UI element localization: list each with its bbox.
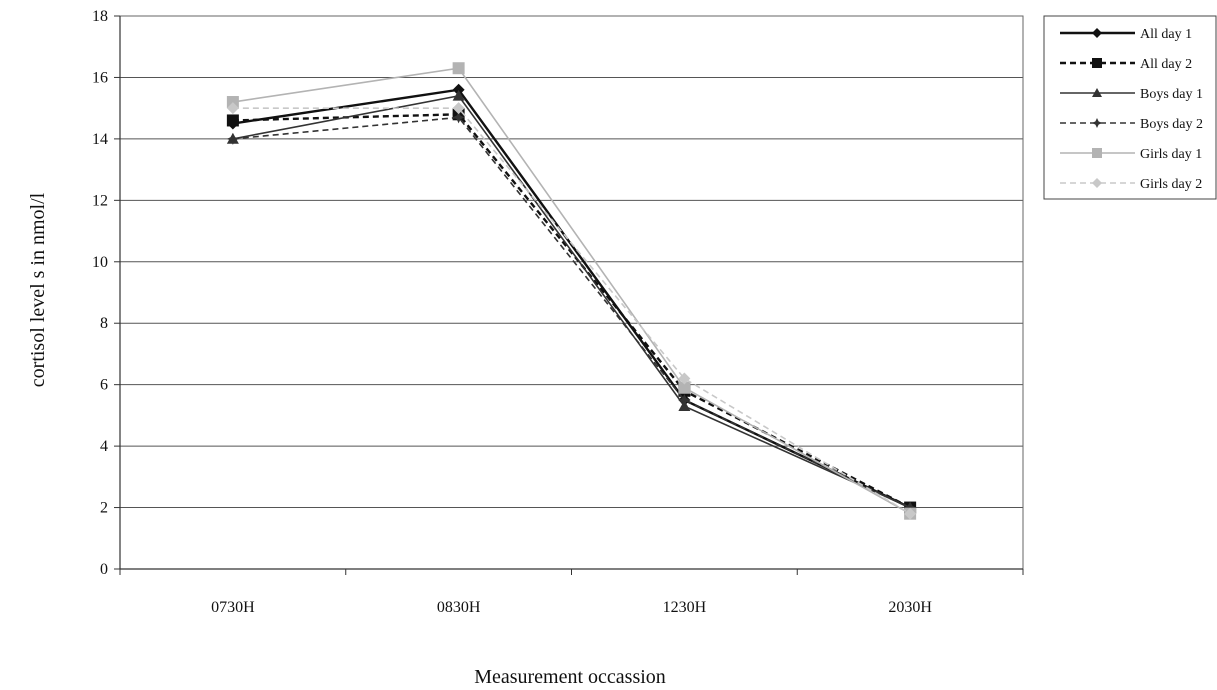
legend-item: All day 1 (1060, 27, 1192, 42)
y-tick-label: 18 (92, 8, 108, 25)
data-point (678, 394, 691, 406)
legend-label: Boys day 1 (1140, 87, 1203, 102)
series-line (232, 88, 911, 509)
y-tick-label: 8 (100, 315, 108, 332)
legend-marker (1092, 58, 1102, 68)
data-point (452, 62, 465, 75)
legend-label: All day 2 (1140, 57, 1192, 72)
legend-box (1043, 15, 1217, 200)
data-point (678, 381, 691, 394)
legend-item: All day 2 (1060, 57, 1192, 72)
series-lines (226, 62, 917, 520)
legend-marker (1092, 28, 1102, 38)
legend-item: Boys day 1 (1060, 87, 1203, 102)
data-point (452, 102, 465, 115)
legend-label: Boys day 2 (1140, 117, 1203, 132)
y-tick-label: 6 (100, 377, 108, 394)
data-point (452, 89, 465, 101)
series-all-day-2 (226, 108, 917, 514)
legend-item: Girls day 1 (1060, 147, 1202, 162)
gridlines (120, 15, 1023, 509)
legend-item: Girls day 2 (1060, 177, 1202, 192)
legend-item: Boys day 2 (1060, 117, 1203, 132)
data-point (226, 114, 239, 127)
legend: All day 1 All day 2 Boys day 1 Boys day 2 Gi… (1043, 15, 1217, 200)
x-tick-labels: 0730H 0830H 1230H 2030H (211, 599, 932, 616)
y-axis-title: cortisol level s in nmol/l (27, 192, 49, 387)
legend-marker (1092, 178, 1102, 188)
data-point (904, 501, 917, 514)
y-tick-label: 10 (92, 254, 108, 271)
data-point (452, 83, 465, 96)
y-tick-label: 14 (92, 131, 108, 148)
y-tick-label: 0 (100, 561, 108, 578)
legend-label: All day 1 (1140, 27, 1192, 42)
y-tick-labels: 0 2 4 6 8 10 12 14 16 18 (92, 8, 108, 578)
series-boys-day-1 (226, 89, 917, 513)
series-girls-day-2 (226, 102, 917, 520)
series-line (232, 94, 911, 509)
legend-items: All day 1 All day 2 Boys day 1 Boys day 2 Gi… (1060, 27, 1203, 192)
series-boys-day-2 (226, 111, 917, 514)
series-girls-day-1 (226, 62, 917, 520)
x-tick-label: 0830H (437, 599, 481, 616)
x-axis-title: Measurement occassion (474, 666, 666, 688)
y-tick-label: 12 (92, 192, 108, 209)
x-tick-label: 0730H (211, 599, 255, 616)
data-point (904, 507, 917, 520)
legend-label: Girls day 1 (1140, 147, 1202, 162)
legend-label: Girls day 2 (1140, 177, 1202, 192)
data-point (452, 111, 465, 124)
y-tick-label: 4 (100, 438, 108, 455)
x-tick-label: 1230H (663, 599, 707, 616)
legend-marker (1092, 88, 1102, 97)
data-point (226, 102, 239, 115)
data-point (678, 372, 691, 385)
data-point (226, 96, 239, 109)
series-line (232, 107, 911, 515)
series-all-day-1 (226, 83, 917, 514)
y-tick-label: 2 (100, 500, 108, 517)
y-tick-label: 16 (92, 69, 108, 86)
x-tick-label: 2030H (888, 599, 932, 616)
series-line (232, 116, 911, 509)
series-line (232, 113, 911, 509)
series-line (232, 67, 911, 515)
legend-marker (1092, 118, 1102, 128)
data-point (226, 132, 239, 145)
axes (114, 15, 1024, 575)
legend-marker (1092, 148, 1102, 158)
